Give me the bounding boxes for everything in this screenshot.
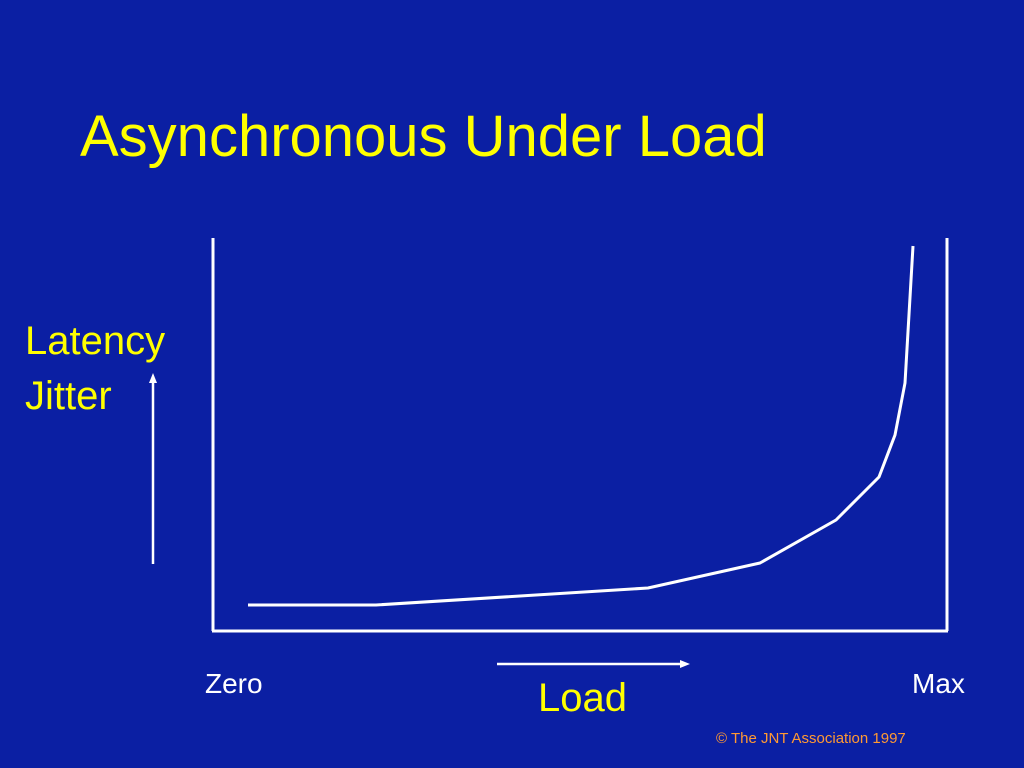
x-arrow	[497, 660, 690, 668]
slide-title: Asynchronous Under Load	[80, 104, 767, 169]
x-arrow-head	[680, 660, 690, 668]
y-label: Jitter	[25, 374, 112, 418]
y-arrow	[149, 373, 157, 564]
axes	[211, 238, 949, 633]
y-label: Latency	[25, 319, 165, 363]
copyright: © The JNT Association 1997	[716, 730, 906, 747]
y-arrow-head	[149, 373, 157, 383]
x-start-label: Zero	[205, 668, 263, 699]
latency-curve	[248, 245, 915, 607]
x-end-label: Max	[912, 668, 965, 699]
x-label: Load	[538, 676, 627, 720]
